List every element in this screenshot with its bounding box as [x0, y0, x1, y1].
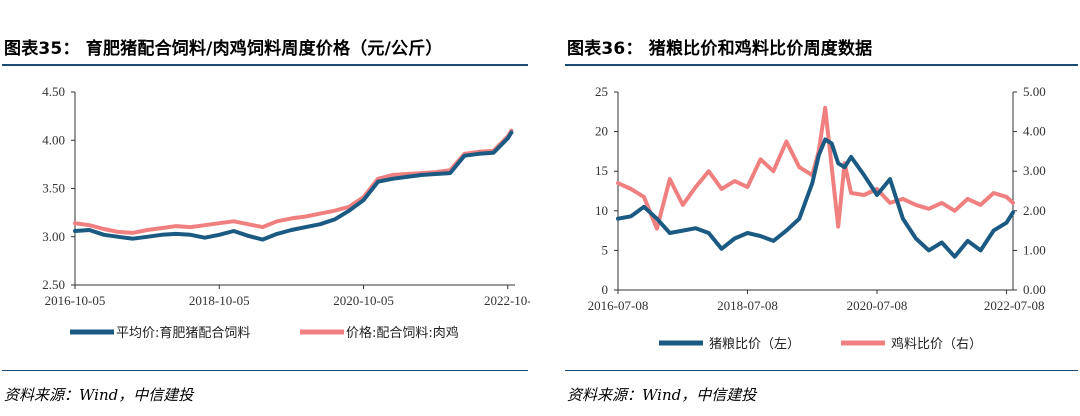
right-y-left-tick-label: 15 [595, 163, 608, 178]
right-chart-title: 图表36： 猪粮比价和鸡料比价周度数据 [567, 39, 873, 59]
right-series-line-0 [616, 137, 1015, 259]
left-legend-label: 价格:配合饲料:肉鸡 [346, 325, 459, 341]
right-x-tick-label: 2020-07-08 [847, 298, 908, 313]
left-legend-label: 平均价:育肥猪配合饲料 [116, 325, 250, 341]
right-y-left-tick-label: 25 [595, 84, 608, 99]
right-y-right-tick-label: 4.00 [1023, 124, 1046, 139]
left-x-tick-label: 2022-10- [484, 293, 530, 308]
left-y-tick-label: 3.50 [42, 181, 65, 196]
right-bottom-rule [565, 370, 1078, 371]
left-x-tick-label: 2016-10-05 [45, 293, 106, 308]
right-y-right-tick-label: 0.00 [1023, 282, 1046, 297]
left-y-tick-label: 4.00 [42, 132, 65, 147]
left-title-rule [2, 64, 528, 66]
right-x-tick-label: 2018-07-08 [717, 298, 778, 313]
right-y-right-tick-label: 5.00 [1023, 84, 1046, 99]
right-legend-label: 鸡料比价（右） [891, 336, 982, 352]
left-x-tick-label: 2020-10-05 [333, 293, 394, 308]
left-y-tick-label: 4.50 [42, 84, 65, 99]
right-y-left-tick-label: 5 [602, 242, 609, 257]
left-y-tick-label: 2.50 [42, 277, 65, 292]
left-chart-title: 图表35： 育肥猪配合饲料/肉鸡饲料周度价格（元/公斤） [4, 39, 443, 59]
left-bottom-rule [2, 370, 528, 371]
right-series-line-1 [616, 105, 1015, 231]
right-y-left-tick-label: 10 [595, 203, 608, 218]
left-x-tick-label: 2018-10-05 [189, 293, 250, 308]
left-chart: 2.50 3.00 3.50 4.00 4.50 2016-10-05 2018-10-05… [42, 84, 530, 341]
right-x-tick-label: 2022-07-08 [984, 298, 1045, 313]
right-y-right-tick-label: 1.00 [1023, 242, 1046, 257]
right-y-right-tick-label: 3.00 [1023, 163, 1046, 178]
right-y-right-tick-label: 2.00 [1023, 203, 1046, 218]
right-y-left-tick-label: 0 [602, 282, 609, 297]
right-title-rule [565, 64, 1078, 66]
right-chart: 0 0.00 5 1.00 10 2.00 15 3.00 20 4.00 25 5.00 2016-0… [588, 84, 1046, 352]
right-chart-panel: 图表36： 猪粮比价和鸡料比价周度数据 0 0.00 5 1.00 10 2.00 15 3.… [563, 0, 1080, 416]
left-source: 资料来源：Wind，中信建投 [4, 386, 194, 404]
left-chart-panel: 图表35： 育肥猪配合饲料/肉鸡饲料周度价格（元/公斤） 2.50 3.00 3.5… [0, 0, 530, 416]
right-legend-label: 猪粮比价（左） [709, 337, 800, 352]
right-x-tick-label: 2016-07-08 [588, 298, 649, 313]
right-source: 资料来源：Wind，中信建投 [567, 386, 757, 404]
left-series-line-1 [73, 128, 514, 235]
right-y-left-tick-label: 20 [595, 124, 608, 139]
left-series-line-0 [73, 130, 514, 242]
left-y-tick-label: 3.00 [42, 229, 65, 244]
